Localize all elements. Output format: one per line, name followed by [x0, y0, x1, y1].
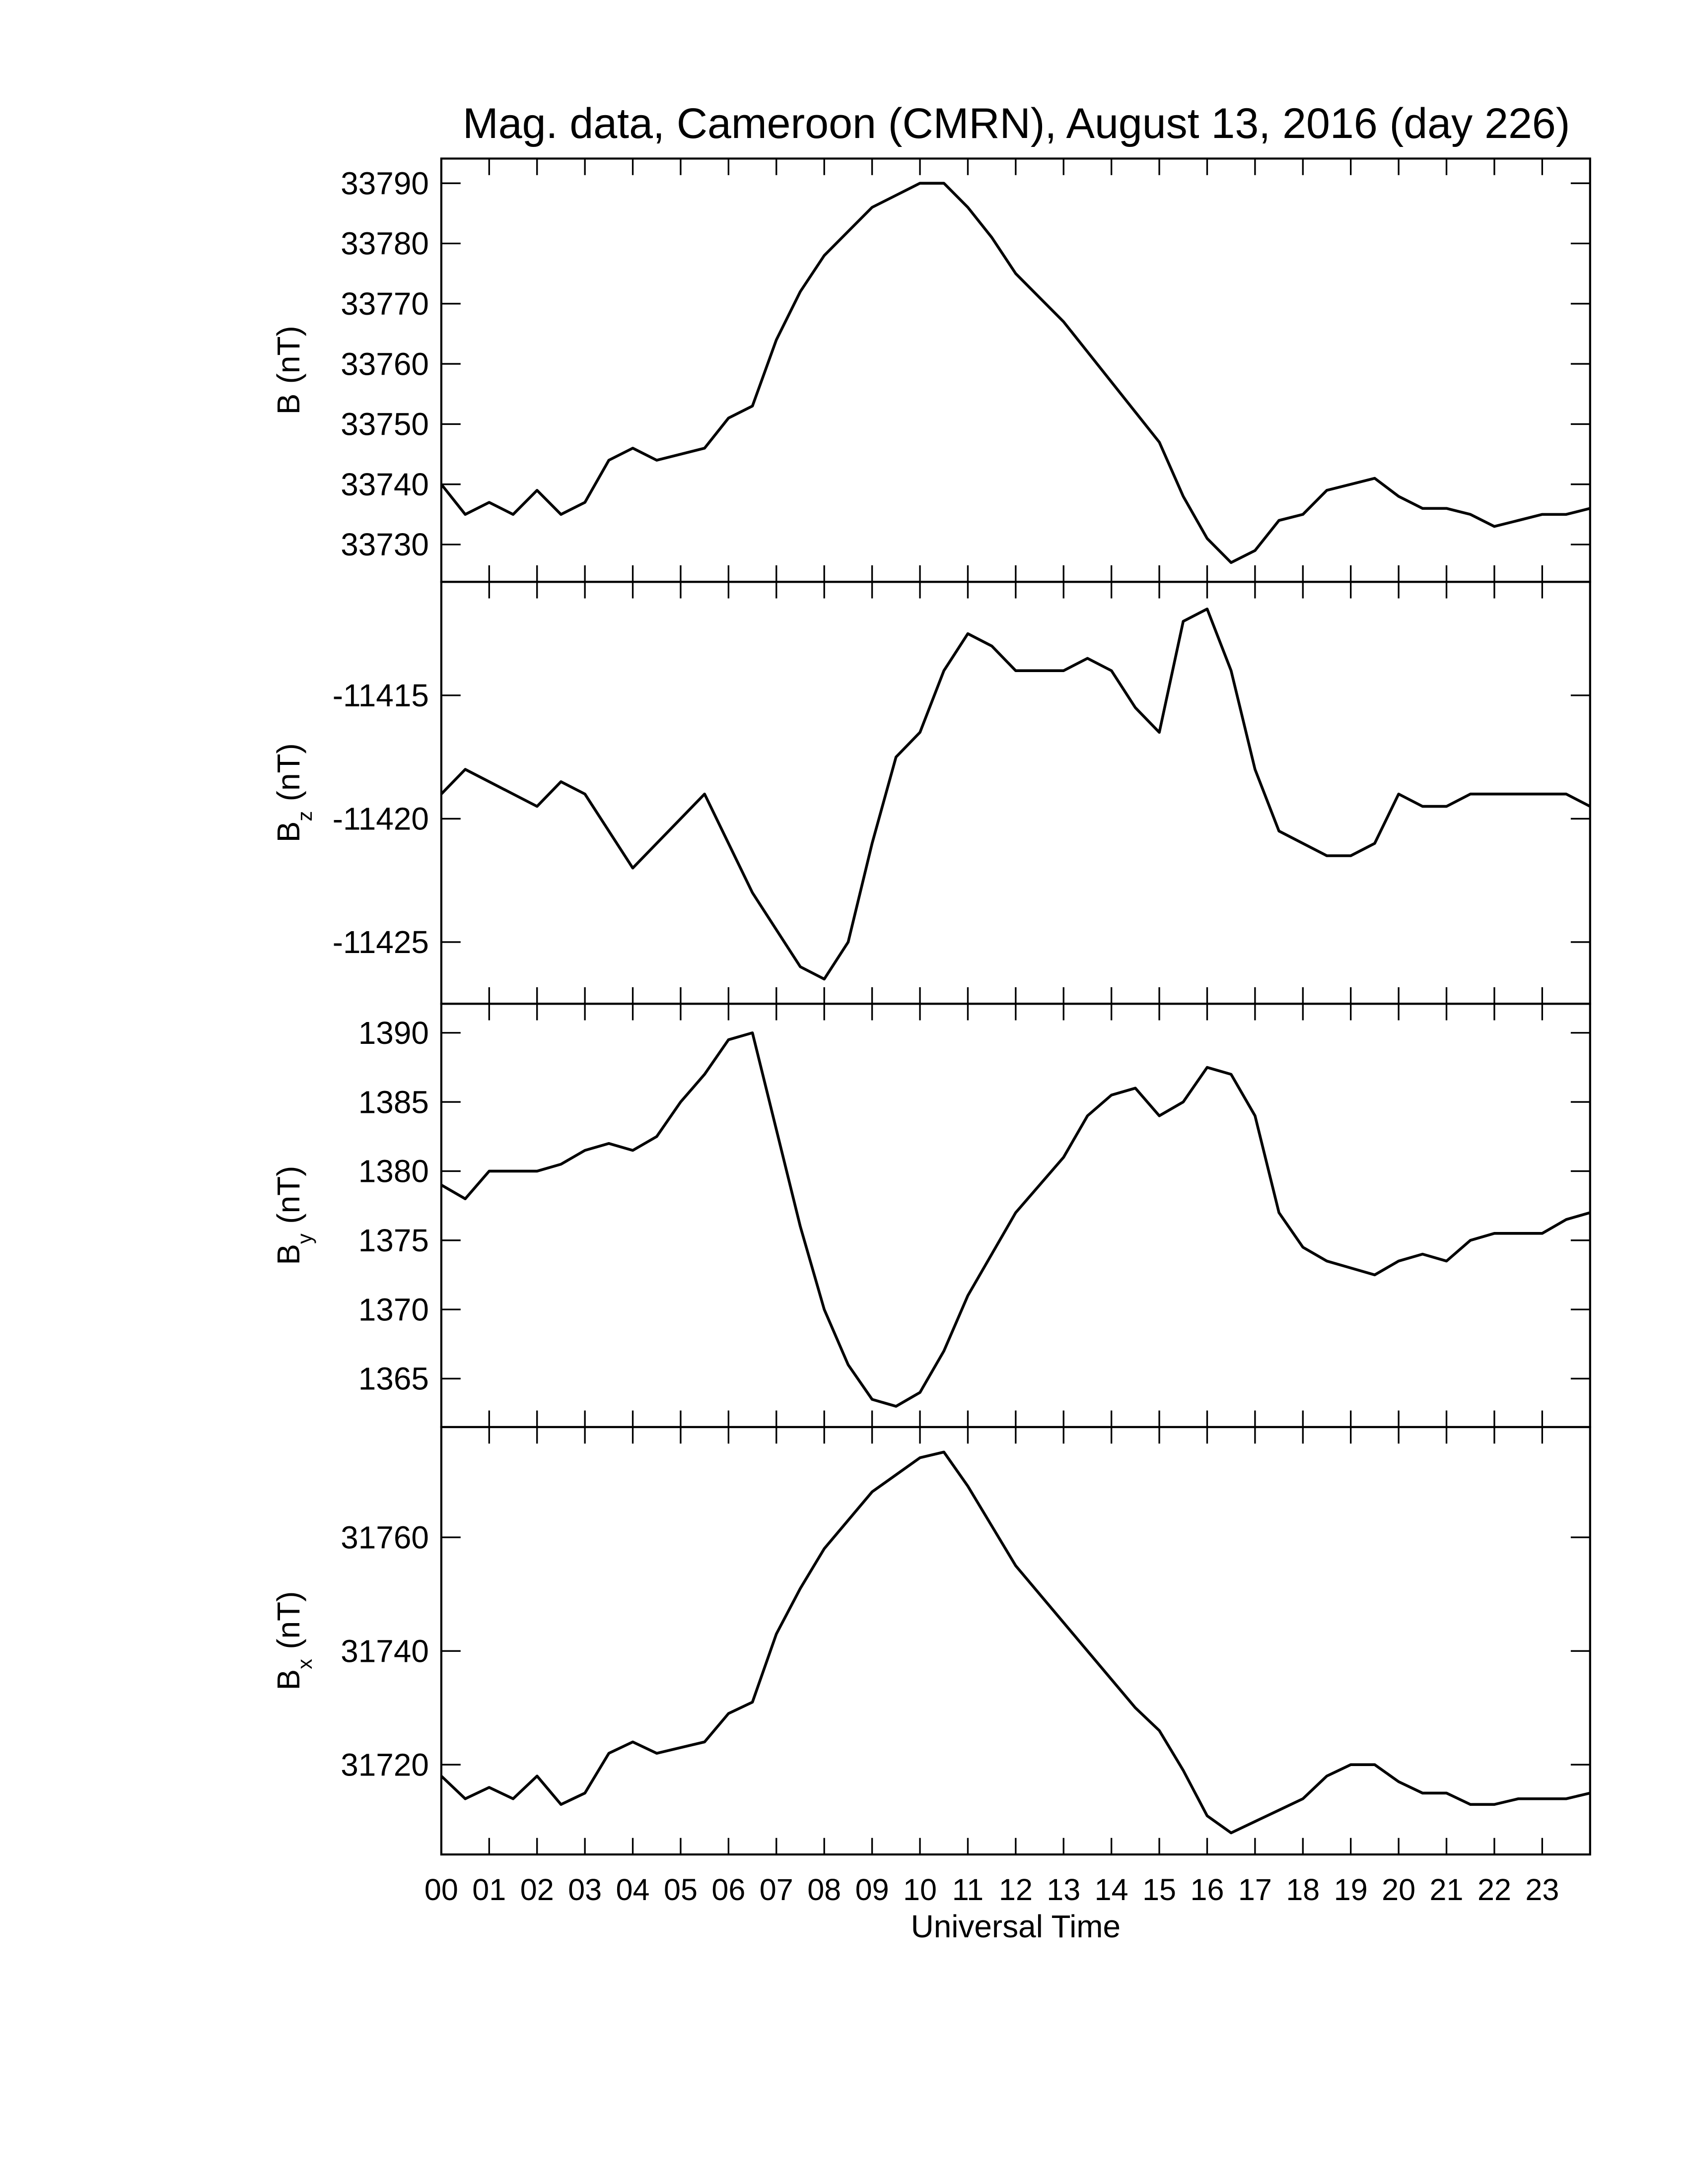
x-tick-label: 06 [711, 1873, 745, 1907]
data-line [440, 1031, 1591, 1408]
y-label-symbol: B [271, 821, 306, 843]
y-label-unit: (nT) [271, 743, 306, 801]
y-tick-label: 33760 [341, 346, 429, 382]
x-tick-label: 12 [999, 1873, 1033, 1907]
y-axis-label: B (nT) [271, 326, 306, 414]
x-tick-label: 15 [1142, 1873, 1176, 1907]
y-axis-label: Bz (nT) [271, 743, 316, 842]
data-line [440, 608, 1591, 981]
x-tick-label: 11 [952, 1873, 984, 1907]
x-tick-label: 04 [616, 1873, 650, 1907]
y-tick-label: 31760 [341, 1519, 429, 1555]
x-tick-label: 01 [472, 1873, 506, 1907]
y-tick-label: 33730 [341, 527, 429, 562]
y-tick-label: 31740 [341, 1633, 429, 1669]
y-label-unit: (nT) [271, 1591, 306, 1649]
x-tick-label: 05 [664, 1873, 698, 1907]
x-tick-label: 10 [903, 1873, 937, 1907]
chart-title: Mag. data, Cameroon (CMRN), August 13, 2… [463, 100, 1570, 147]
x-tick-label: 09 [855, 1873, 889, 1907]
y-tick-label: 31720 [341, 1747, 429, 1782]
x-tick-label: 16 [1190, 1873, 1224, 1907]
x-tick-label: 21 [1430, 1873, 1464, 1907]
x-tick-label: 20 [1382, 1873, 1415, 1907]
x-tick-label: 23 [1525, 1873, 1559, 1907]
x-tick-label: 08 [807, 1873, 841, 1907]
y-label-unit: (nT) [271, 326, 306, 384]
data-line [440, 182, 1591, 564]
x-axis-label: Universal Time [911, 1909, 1121, 1944]
y-tick-label: 33780 [341, 226, 429, 262]
x-tick-label: 14 [1095, 1873, 1128, 1907]
y-label-symbol: B [271, 1244, 306, 1265]
y-tick-label: 1385 [358, 1084, 429, 1120]
y-axis-label: By (nT) [271, 1166, 316, 1265]
y-tick-label: -11415 [333, 678, 429, 713]
y-tick-label: 33770 [341, 286, 429, 322]
y-tick-label: 33790 [341, 165, 429, 201]
y-label-unit: (nT) [271, 1166, 306, 1224]
x-tick-label: 13 [1047, 1873, 1080, 1907]
y-tick-label: -11420 [333, 801, 429, 837]
y-tick-label: 33740 [341, 467, 429, 502]
y-tick-label: 1380 [358, 1154, 429, 1189]
x-tick-label: 17 [1238, 1873, 1272, 1907]
x-tick-label: 18 [1286, 1873, 1320, 1907]
y-tick-label: -11425 [333, 924, 429, 960]
x-tick-label: 02 [520, 1873, 554, 1907]
y-label-symbol: B [271, 394, 306, 415]
y-label-symbol: B [271, 1669, 306, 1691]
x-tick-label: 07 [760, 1873, 793, 1907]
y-tick-label: 33750 [341, 407, 429, 442]
x-tick-label: 03 [568, 1873, 602, 1907]
y-tick-label: 1365 [358, 1361, 429, 1397]
y-label-subscript: x [293, 1659, 316, 1669]
x-tick-label: 22 [1477, 1873, 1511, 1907]
y-label-subscript: z [293, 811, 316, 821]
x-tick-label: 19 [1334, 1873, 1368, 1907]
y-label-subscript: y [293, 1233, 316, 1244]
data-line [440, 1450, 1591, 1835]
y-tick-label: 1375 [358, 1223, 429, 1258]
y-tick-label: 1370 [358, 1292, 429, 1327]
y-tick-label: 1390 [358, 1015, 429, 1051]
y-axis-label: Bx (nT) [271, 1591, 316, 1691]
x-tick-label: 00 [424, 1873, 458, 1907]
